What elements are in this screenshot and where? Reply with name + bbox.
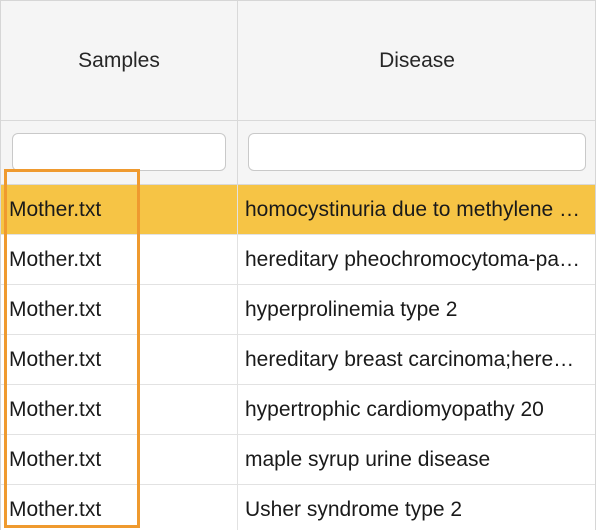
samples-filter-input[interactable] [12,133,226,171]
sample-cell[interactable]: Mother.txt [1,385,238,434]
sample-cell[interactable]: Mother.txt [1,235,238,284]
column-header-samples[interactable]: Samples [1,1,238,121]
table-row[interactable]: Mother.txt maple syrup urine disease [1,435,595,485]
table-row[interactable]: Mother.txt hypertrophic cardiomyopathy 2… [1,385,595,435]
samples-filter-cell [1,121,238,184]
table-row[interactable]: Mother.txt hyperprolinemia type 2 [1,285,595,335]
sample-cell[interactable]: Mother.txt [1,335,238,384]
filter-row [1,121,595,185]
table-row[interactable]: Mother.txt hereditary pheochromocytoma-p… [1,235,595,285]
sample-cell[interactable]: Mother.txt [1,435,238,484]
table-header: Samples Disease [1,1,595,121]
column-header-disease[interactable]: Disease [238,1,596,121]
disease-filter-cell [238,121,596,184]
disease-cell[interactable]: Usher syndrome type 2 [238,485,588,530]
disease-cell[interactable]: hereditary breast carcinoma;hereditary o… [238,335,588,384]
sample-cell[interactable]: Mother.txt [1,285,238,334]
sample-cell[interactable]: Mother.txt [1,485,238,530]
table-body: Mother.txt homocystinuria due to methyle… [1,185,595,530]
disease-filter-input[interactable] [248,133,586,171]
disease-cell[interactable]: hereditary pheochromocytoma-paragangliom… [238,235,588,284]
disease-cell[interactable]: hyperprolinemia type 2 [238,285,588,334]
table-row[interactable]: Mother.txt homocystinuria due to methyle… [1,185,595,235]
disease-cell[interactable]: homocystinuria due to methylene tetrahyd… [238,185,588,234]
disease-cell[interactable]: hypertrophic cardiomyopathy 20 [238,385,588,434]
table-row[interactable]: Mother.txt Usher syndrome type 2 [1,485,595,530]
disease-cell[interactable]: maple syrup urine disease [238,435,588,484]
table-row[interactable]: Mother.txt hereditary breast carcinoma;h… [1,335,595,385]
sample-cell[interactable]: Mother.txt [1,185,238,234]
